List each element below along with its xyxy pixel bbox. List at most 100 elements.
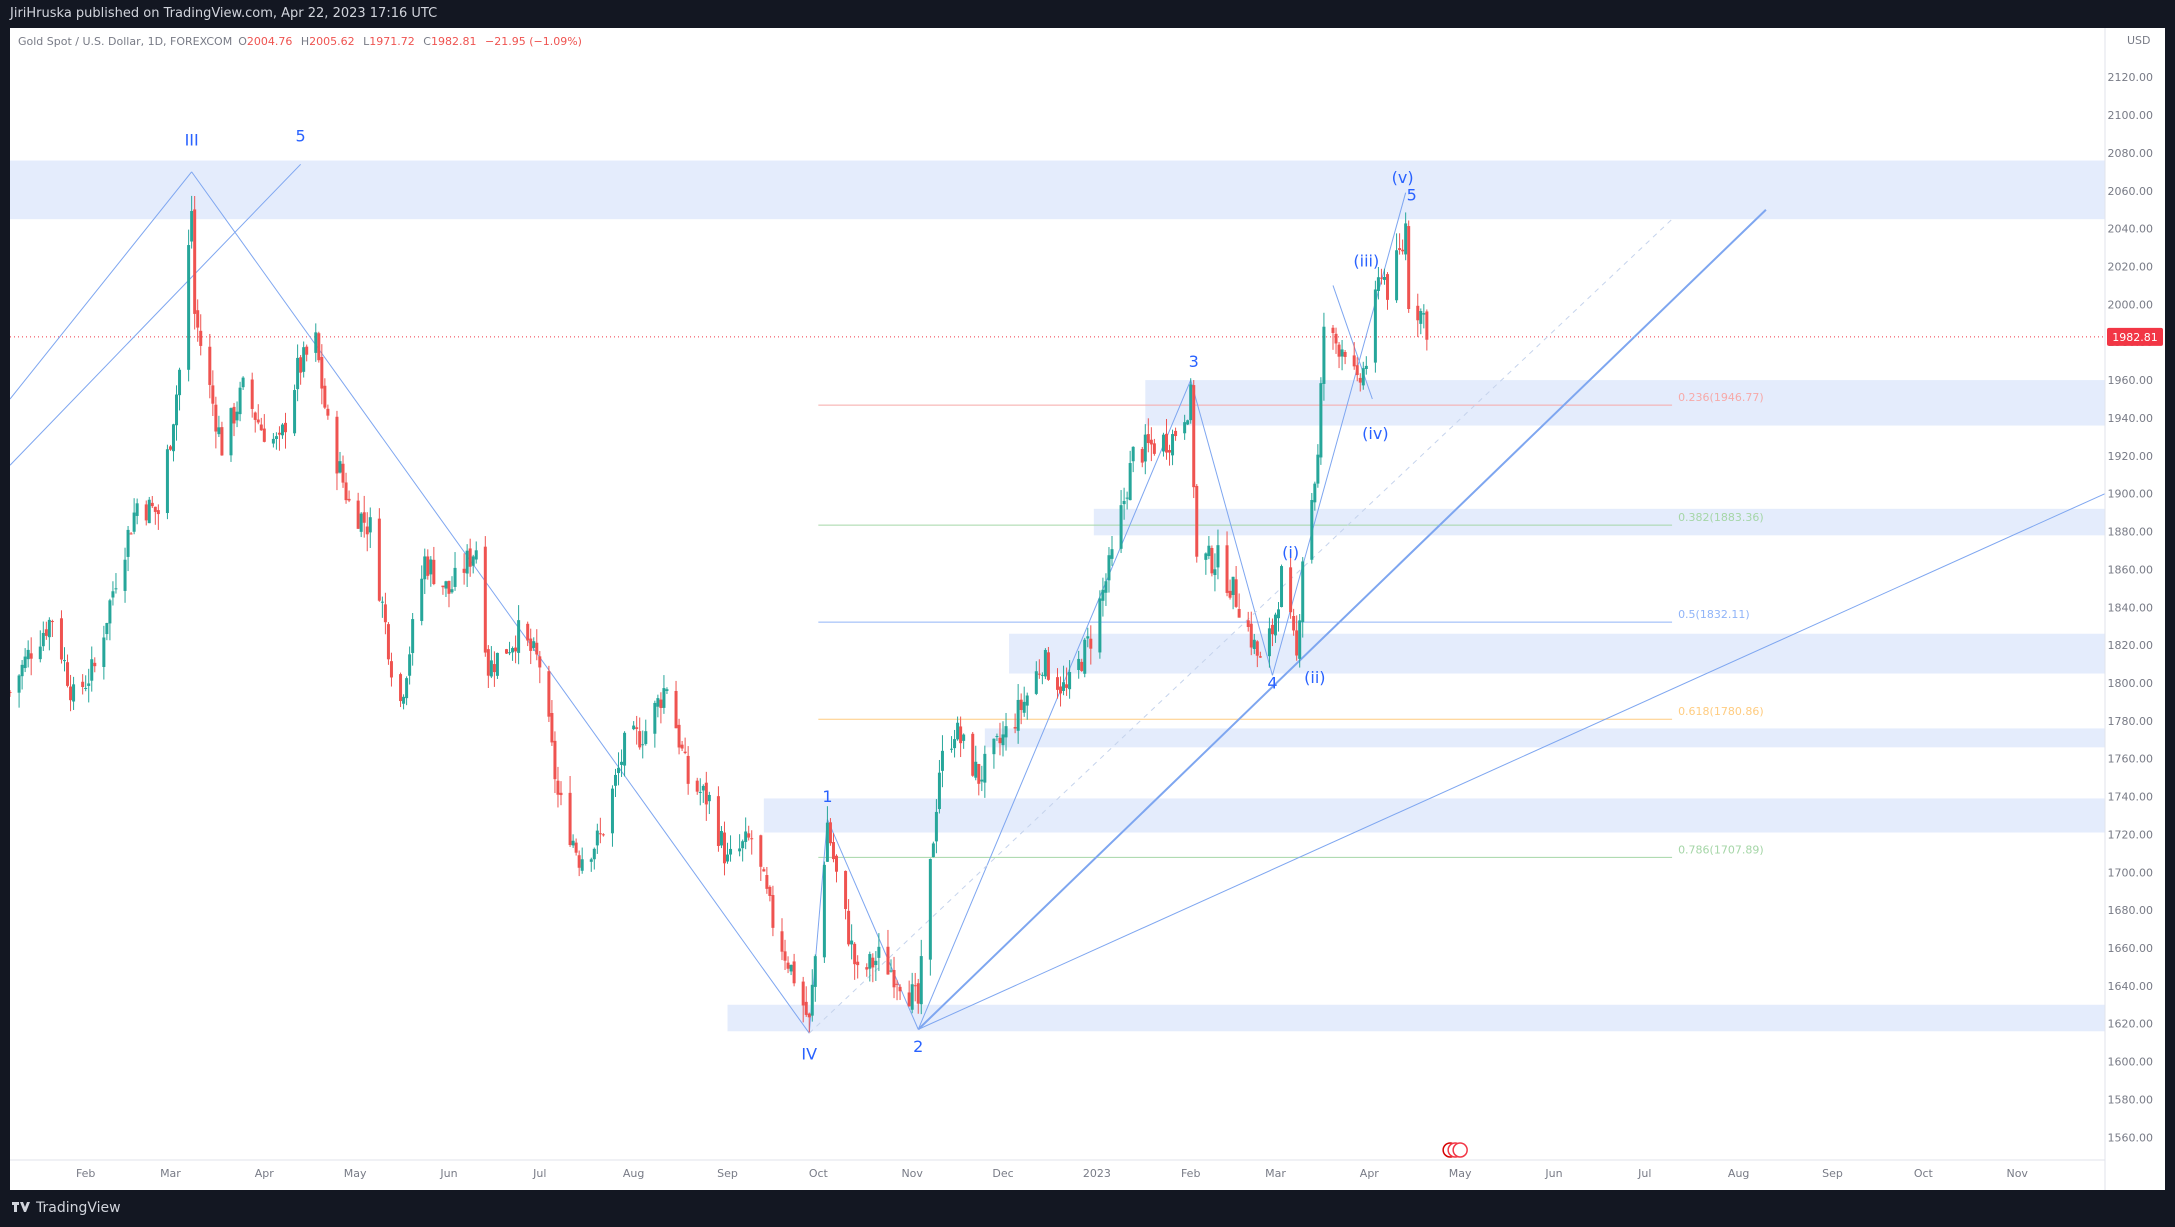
- candle-body[interactable]: [514, 647, 518, 652]
- candle-body[interactable]: [741, 841, 745, 849]
- wave-label[interactable]: 5: [296, 127, 306, 146]
- candle-body[interactable]: [1110, 549, 1114, 559]
- wave-label[interactable]: (ii): [1304, 668, 1325, 687]
- wave-label[interactable]: 2: [913, 1037, 923, 1056]
- candle-body[interactable]: [1195, 485, 1199, 557]
- candle-body[interactable]: [1407, 226, 1411, 310]
- candle-body[interactable]: [1404, 223, 1408, 255]
- wave-label[interactable]: (iii): [1353, 252, 1379, 271]
- candle-body[interactable]: [928, 858, 932, 960]
- candle-body[interactable]: [680, 744, 684, 749]
- candle-body[interactable]: [1161, 434, 1165, 452]
- candle-body[interactable]: [217, 427, 221, 435]
- candle-body[interactable]: [1149, 439, 1153, 445]
- candle-body[interactable]: [780, 931, 784, 952]
- candle-body[interactable]: [1237, 608, 1241, 618]
- candle-body[interactable]: [889, 970, 893, 972]
- candle-body[interactable]: [653, 702, 657, 734]
- candle-body[interactable]: [919, 956, 923, 1005]
- candle-body[interactable]: [405, 678, 409, 699]
- candle-body[interactable]: [1340, 349, 1344, 357]
- candle-body[interactable]: [335, 416, 339, 474]
- candle-body[interactable]: [1001, 734, 1005, 746]
- candle-body[interactable]: [156, 510, 160, 515]
- event-flags-icon[interactable]: [1442, 1142, 1468, 1158]
- candle-body[interactable]: [168, 446, 172, 450]
- candle-body[interactable]: [1322, 326, 1326, 384]
- candle-body[interactable]: [992, 738, 996, 755]
- candle-body[interactable]: [471, 556, 475, 566]
- event-flag-icon[interactable]: [1452, 1142, 1468, 1158]
- candle-body[interactable]: [359, 513, 363, 532]
- candle-body[interactable]: [1119, 505, 1123, 549]
- candle-body[interactable]: [1086, 636, 1090, 639]
- candle-body[interactable]: [665, 689, 669, 691]
- candle-body[interactable]: [1140, 448, 1144, 463]
- candle-body[interactable]: [1310, 500, 1314, 560]
- candle-body[interactable]: [229, 408, 233, 456]
- candle-body[interactable]: [199, 330, 203, 346]
- candle-body[interactable]: [953, 739, 957, 749]
- candle-body[interactable]: [59, 618, 63, 660]
- trend-line[interactable]: [917, 209, 1767, 1031]
- candle-body[interactable]: [132, 512, 136, 532]
- candle-body[interactable]: [453, 567, 457, 587]
- candle-body[interactable]: [662, 688, 666, 708]
- candle-body[interactable]: [489, 660, 493, 677]
- candle-body[interactable]: [1252, 639, 1256, 649]
- candle-body[interactable]: [1364, 365, 1368, 370]
- candle-body[interactable]: [677, 724, 681, 748]
- candle-body[interactable]: [1016, 699, 1020, 731]
- candle-body[interactable]: [483, 546, 487, 653]
- candle-body[interactable]: [105, 622, 109, 635]
- candle-body[interactable]: [659, 699, 663, 709]
- candle-body[interactable]: [807, 1013, 811, 1018]
- candle-body[interactable]: [1083, 639, 1087, 674]
- candle-body[interactable]: [1313, 483, 1317, 503]
- candle-body[interactable]: [1204, 553, 1208, 560]
- candle-body[interactable]: [1062, 682, 1066, 691]
- price-zone[interactable]: [1145, 380, 2105, 426]
- candle-body[interactable]: [834, 855, 838, 872]
- candle-body[interactable]: [871, 957, 875, 968]
- candle-body[interactable]: [1331, 327, 1335, 333]
- candle-body[interactable]: [323, 385, 327, 408]
- candle-body[interactable]: [547, 671, 551, 717]
- candle-body[interactable]: [93, 662, 97, 667]
- candle-body[interactable]: [907, 992, 911, 1007]
- candle-body[interactable]: [1292, 616, 1296, 631]
- candle-body[interactable]: [934, 811, 938, 842]
- candle-body[interactable]: [299, 357, 303, 373]
- candle-body[interactable]: [408, 654, 412, 676]
- candle-body[interactable]: [241, 377, 245, 388]
- candle-body[interactable]: [377, 518, 381, 601]
- price-chart[interactable]: 0.236(1946.77) 0.382(1883.36) 0.5(1832.11)…: [10, 28, 2165, 1190]
- candle-body[interactable]: [41, 632, 45, 647]
- candle-body[interactable]: [1013, 727, 1017, 729]
- candle-body[interactable]: [559, 792, 563, 796]
- candle-body[interactable]: [931, 843, 935, 858]
- candle-body[interactable]: [977, 764, 981, 784]
- candle-body[interactable]: [892, 969, 896, 988]
- candle-body[interactable]: [695, 780, 699, 792]
- candle-body[interactable]: [916, 983, 920, 1004]
- candle-body[interactable]: [38, 646, 42, 660]
- candle-body[interactable]: [66, 662, 70, 686]
- candle-body[interactable]: [1125, 497, 1129, 499]
- candle-body[interactable]: [211, 385, 215, 404]
- candle-body[interactable]: [147, 499, 151, 524]
- candle-body[interactable]: [1059, 686, 1063, 694]
- candle-body[interactable]: [1343, 352, 1347, 357]
- candle-body[interactable]: [17, 675, 21, 693]
- candle-body[interactable]: [129, 533, 133, 535]
- candle-body[interactable]: [1361, 368, 1365, 386]
- wave-label[interactable]: (v): [1392, 168, 1414, 187]
- candle-body[interactable]: [1065, 684, 1069, 688]
- candle-body[interactable]: [274, 436, 278, 439]
- candle-body[interactable]: [271, 438, 275, 444]
- candle-body[interactable]: [632, 725, 636, 730]
- trend-line[interactable]: [10, 171, 193, 400]
- candle-body[interactable]: [102, 637, 106, 667]
- wave-label[interactable]: 1: [822, 787, 832, 806]
- candle-body[interactable]: [1319, 383, 1323, 458]
